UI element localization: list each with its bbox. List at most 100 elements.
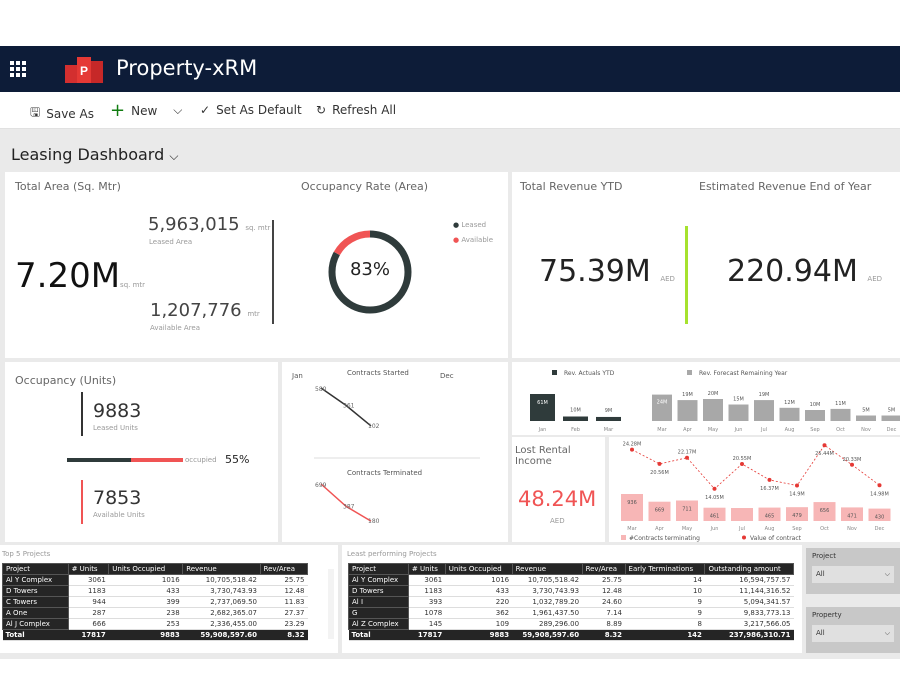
occupancy-rate-value: 83% <box>349 259 390 280</box>
table-row[interactable]: C Towers 944 399 2,737,069.50 11.83 <box>2 596 308 608</box>
data-label: 387 <box>343 503 355 510</box>
bar <box>786 507 808 521</box>
tick-label: Sep <box>792 526 801 532</box>
column-header[interactable]: Rev/Area <box>259 563 309 575</box>
data-label: 180 <box>368 518 380 525</box>
column-header[interactable]: Project <box>2 563 69 575</box>
occupancy-rate-title: Occupancy Rate (Area) <box>301 180 429 193</box>
app-title: Property-xRM <box>116 56 258 80</box>
table-cell: 24.60 <box>582 596 626 608</box>
table-cell: 399 <box>108 596 183 608</box>
bar <box>703 399 723 421</box>
table-cell: 11.83 <box>260 596 308 608</box>
tick-label: Jul <box>760 427 767 433</box>
leased-units-value: 9883 <box>93 400 142 422</box>
value-point <box>685 455 689 460</box>
data-label: 479 <box>792 513 802 519</box>
table-cell: 433 <box>108 585 183 597</box>
table-cell: Al J Complex <box>2 618 69 630</box>
chevron-down-icon: ⌵ <box>884 570 890 578</box>
tick-label: May <box>682 526 692 532</box>
occupied-percent: 55% <box>225 453 250 466</box>
tick-label: Jun <box>734 427 743 433</box>
legend-available-label: Available <box>461 236 494 244</box>
occupancy-units-title: Occupancy (Units) <box>15 374 117 387</box>
column-header[interactable]: Project <box>348 563 409 575</box>
column-header[interactable]: # Units <box>67 563 110 575</box>
data-label: 19M <box>759 392 770 398</box>
occupancy-donut-chart <box>328 230 412 314</box>
tick-label: Dec <box>875 526 885 532</box>
column-header[interactable]: Outstanding amount <box>704 563 794 575</box>
bar <box>728 404 749 421</box>
save-as-button[interactable]: 🖫 Save As <box>30 103 94 124</box>
data-label: 20.55M <box>733 456 752 462</box>
data-label: 936 <box>627 500 637 506</box>
table-cell: 14 <box>625 574 705 586</box>
total-cell: Total <box>2 629 69 641</box>
set-default-button[interactable]: ✓ Set As Default <box>200 103 302 117</box>
total-row: Total 17817 9883 59,908,597.60 8.32 142 237,98… <box>348 629 794 641</box>
revenue-bars-card: Rev. Actuals YTD Rev. Forecast Remaining … <box>512 362 900 435</box>
value-point <box>657 461 662 466</box>
legend-label: Rev. Actuals YTD <box>564 370 615 377</box>
revenue-ytd-unit: AED <box>660 275 675 283</box>
data-label: 102 <box>368 423 380 430</box>
occupied-label: occupied <box>185 456 217 464</box>
column-header[interactable]: Units Occupied <box>108 563 184 575</box>
table-row[interactable]: G 1078 362 1,961,437.50 7.14 9 9,833,773.13 <box>348 607 794 619</box>
column-header[interactable]: Revenue <box>182 563 261 575</box>
tick-label: Oct <box>836 427 845 433</box>
table-row[interactable]: Al Y Complex 3061 1016 10,705,518.42 25.75 14… <box>348 574 794 586</box>
command-bar: 🖫 Save As + New ⌵ ✓ Set As Default ↻ Refresh … <box>0 92 900 129</box>
refresh-all-button[interactable]: ↻ Refresh All <box>316 103 396 117</box>
divider <box>272 220 274 324</box>
revenue-eoy-value: 220.94M <box>727 254 858 289</box>
legend-leased-label: Leased <box>461 221 487 229</box>
table-row[interactable]: D Towers 1183 433 3,730,743.93 12.48 <box>2 585 308 597</box>
data-label: 5M <box>888 408 896 414</box>
bar <box>881 415 900 421</box>
column-header[interactable]: # Units <box>407 563 446 575</box>
table-cell: 109 <box>445 618 513 630</box>
table-row[interactable]: A One 287 238 2,682,365.07 27.37 <box>2 607 308 619</box>
tick-label: Mar <box>627 526 637 532</box>
table-row[interactable]: D Towers 1183 433 3,730,743.93 12.48 10 11,144… <box>348 585 794 597</box>
tick-label: Dec <box>887 427 897 433</box>
legend-label: #Contracts terminating <box>629 535 700 542</box>
tick-label: Sep <box>810 427 819 433</box>
table-cell: 16,594,757.57 <box>704 574 794 586</box>
bar <box>530 394 555 421</box>
least-projects-card: Least performing Projects Project # Units… <box>342 545 802 653</box>
column-header[interactable]: Revenue <box>511 563 583 575</box>
table-row[interactable]: Al I 393 220 1,032,789.20 24.60 9 5,094,341.57 <box>348 596 794 608</box>
table-cell: 5,094,341.57 <box>704 596 794 608</box>
table-cell: Al Y Complex <box>2 574 69 586</box>
table-row[interactable]: Al J Complex 666 253 2,336,455.00 23.29 <box>2 618 308 630</box>
property-dropdown[interactable]: All ⌵ <box>812 625 894 642</box>
property-slicer[interactable]: Property All ⌵ <box>806 607 900 653</box>
app-launcher-icon[interactable] <box>10 61 28 77</box>
table-cell: 289,296.00 <box>512 618 583 630</box>
data-label: 22.17M <box>678 450 697 456</box>
column-header[interactable]: Rev/Area <box>581 563 626 575</box>
tick-label: Jan <box>538 427 547 433</box>
data-label: 16.37M <box>760 486 779 492</box>
data-label: 11M <box>835 401 846 407</box>
plus-icon: + <box>110 99 126 121</box>
column-header[interactable]: Units Occupied <box>444 563 513 575</box>
new-button[interactable]: + New ⌵ <box>110 99 183 121</box>
value-point <box>740 461 744 466</box>
table-row[interactable]: Al Z Complex 145 109 289,296.00 8.89 8 3,217,5… <box>348 618 794 630</box>
bar <box>805 410 825 421</box>
scrollbar[interactable] <box>328 569 334 639</box>
project-dropdown[interactable]: All ⌵ <box>812 566 894 583</box>
legend-label: Value of contract <box>750 535 802 542</box>
chevron-down-icon[interactable]: ⌵ <box>173 103 183 117</box>
column-header[interactable]: Early Terminations <box>624 563 706 575</box>
project-slicer[interactable]: Project All ⌵ <box>806 548 900 594</box>
bar <box>563 416 588 421</box>
table-row[interactable]: Al Y Complex 3061 1016 10,705,518.42 25.75 <box>2 574 308 586</box>
table-cell: 1016 <box>445 574 513 586</box>
dashboard-selector[interactable]: Leasing Dashboard ⌵ <box>11 145 178 164</box>
